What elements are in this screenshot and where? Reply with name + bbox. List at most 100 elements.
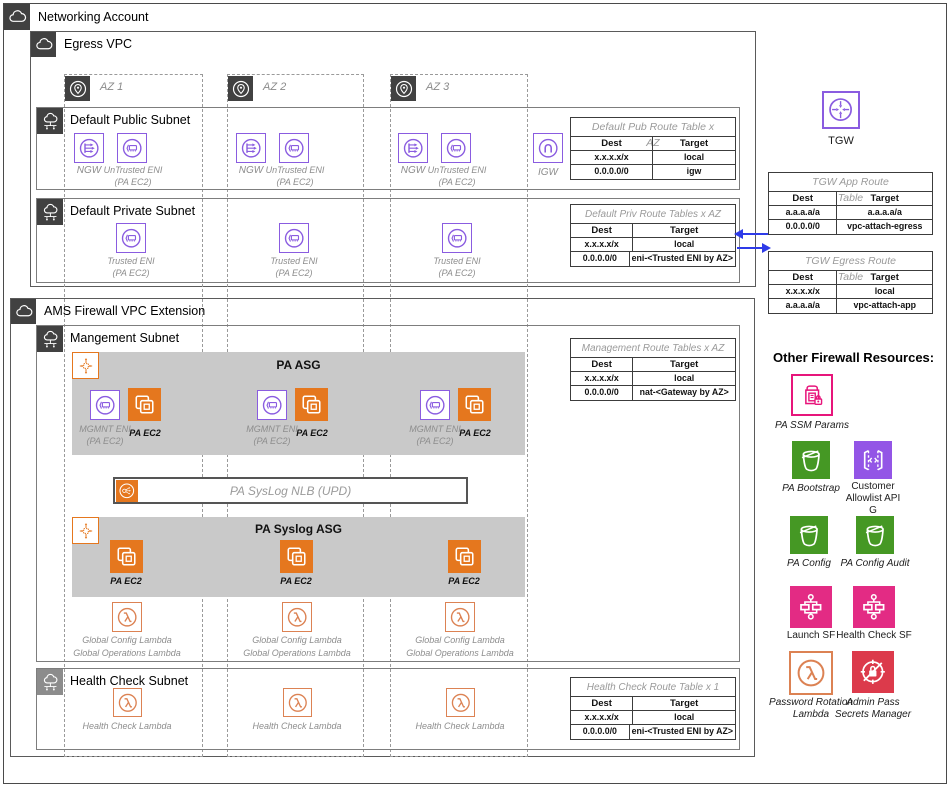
rt-cell-dest: x.x.x.x/x [571, 238, 634, 251]
eni-icon [94, 394, 116, 416]
auto-scaling-group-icon [72, 352, 99, 379]
rt-cell-dest: 0.0.0.0/0 [571, 165, 653, 179]
pa-config-label: PA Config [787, 558, 831, 569]
pa-bootstrap-icon [792, 441, 830, 479]
health-check-lambda-icon [283, 688, 312, 717]
rt-header-target: Target [669, 698, 699, 709]
ngw-label: NGW [76, 165, 102, 176]
ec2-instance-icon [461, 391, 487, 417]
mgmnt-eni-sublabel: (PA EC2) [253, 436, 291, 446]
route-table-title-wrap: Table [837, 192, 864, 204]
rt-header-target: Target [870, 193, 899, 204]
rt-header-dest: Dest [571, 224, 634, 237]
rt-cell-target: a.a.a.a/a [867, 207, 902, 217]
secrets-manager-icon [856, 655, 890, 689]
rt-header-target: Target [679, 138, 709, 149]
route-table-title: Management Route Tables x AZ [571, 339, 735, 358]
route-table-row: 0.0.0.0/0 nat-<Gateway by AZ> [571, 386, 735, 400]
lambda-icon [117, 692, 139, 714]
pa-ec2-label: PA EC2 [448, 576, 480, 586]
route-table-row: x.x.x.x/x local [571, 238, 735, 252]
rt-cell-target: local [674, 239, 695, 249]
lambda-icon [116, 606, 138, 628]
ec2-instance-icon [298, 391, 324, 417]
nat-gateway-icon [236, 133, 266, 163]
route-table-row: a.a.a.a/a vpc-attach-app [769, 299, 932, 313]
route-table-title: Health Check Route Table x 1 [571, 678, 735, 697]
management-subnet-icon [37, 326, 63, 352]
transit-gateway-icon [822, 91, 860, 129]
rt-cell-dest: x.x.x.x/x [571, 711, 634, 724]
pa-config-audit-label: PA Config Audit [840, 558, 910, 569]
s3-bucket-icon [794, 520, 824, 550]
eni-icon [445, 137, 467, 159]
eni-icon [121, 137, 143, 159]
eni-icon [261, 394, 283, 416]
location-pin-icon [68, 79, 88, 99]
health-check-sf-icon [853, 586, 895, 628]
route-table-header: Dest Target [571, 137, 735, 151]
management-route-table: Management Route Tables x AZ Dest Target… [570, 338, 736, 401]
untrusted-eni-label: UnTrusted ENI [427, 165, 487, 175]
auto-scaling-icon [76, 521, 96, 541]
rt-cell-target: eni-<Trusted ENI by AZ> [631, 726, 733, 736]
api-gateway-icon [858, 445, 888, 475]
ec2-instance-icon [113, 543, 139, 569]
rt-header-target: Target [669, 225, 699, 236]
rt-header-dest: Dest [769, 192, 838, 205]
pa-ec2-icon [280, 540, 313, 573]
management-subnet-title: Mangement Subnet [70, 331, 180, 345]
tgw-arrow-to-priv-head [734, 229, 743, 239]
auto-scaling-group-icon [72, 517, 99, 544]
global-config-lambda-icon [282, 602, 312, 632]
health-check-lambda-label: Health Check Lambda [415, 721, 505, 731]
auto-scaling-icon [76, 356, 96, 376]
route-table-header: Dest Target [571, 224, 735, 238]
health-check-subnet-icon [37, 669, 63, 695]
egress-vpc-title: Egress VPC [64, 37, 133, 51]
rt-cell-dest: x.x.x.x/x [571, 372, 634, 385]
default-priv-route-table: Default Priv Route Tables x AZ Dest Targ… [570, 204, 736, 267]
cloud-icon [7, 7, 28, 28]
step-functions-icon [857, 590, 891, 624]
eni-icon [424, 394, 446, 416]
tgw-app-route-table: TGW App Route Table Dest Target a.a.a.a/… [768, 172, 933, 235]
rt-cell-target: local [683, 152, 705, 162]
ngw-label: NGW [238, 165, 264, 176]
route-table-title-wrap: Table [837, 271, 864, 283]
trusted-eni-icon [116, 223, 146, 253]
global-operations-lambda-label: Global Operations Lambda [243, 648, 351, 658]
subnet-icon [40, 202, 61, 223]
route-table-header: Dest Target [769, 271, 932, 285]
lambda-icon [287, 692, 309, 714]
route-table-row: x.x.x.x/x local [571, 711, 735, 725]
network-load-balancer-icon [116, 480, 138, 502]
rt-header-dest: Dest [571, 358, 634, 371]
rt-header-target: Target [669, 359, 699, 370]
health-check-lambda-label: Health Check Lambda [252, 721, 342, 731]
health-check-lambda-icon [113, 688, 142, 717]
private-subnet-title: Default Private Subnet [70, 204, 196, 218]
eni-icon [283, 137, 305, 159]
route-table-row: 0.0.0.0/0 eni-<Trusted ENI by AZ> [571, 725, 735, 739]
rt-cell-target: local [674, 712, 695, 722]
untrusted-eni-sublabel: (PA EC2) [276, 177, 314, 187]
mgmnt-eni-label: MGMNT ENI [409, 424, 461, 434]
rt-cell-target: igw [686, 166, 702, 176]
global-config-lambda-label: Global Config Lambda [82, 635, 172, 645]
tgw-label: TGW [828, 135, 854, 147]
route-table-title: TGW Egress Route [769, 252, 932, 271]
rt-cell-target: local [674, 373, 695, 383]
rt-header-dest: Dest [571, 137, 653, 150]
default-pub-route-table: Default Pub Route Table x AZ Dest Target… [570, 117, 736, 180]
pa-syslog-nlb-bar: PA SysLog NLB (UPD) [113, 477, 468, 504]
other-firewall-resources-title: Other Firewall Resources: [773, 350, 935, 365]
ssm-parameter-store-icon [797, 380, 827, 410]
health-check-lambda-icon [446, 688, 475, 717]
pa-ssm-params-icon [791, 374, 833, 416]
pa-ec2-icon [128, 388, 161, 421]
transit-gateway-icon [827, 96, 854, 123]
egress-vpc-box [30, 31, 756, 287]
eni-icon [446, 227, 468, 249]
priv-arrow-to-tgw-head [762, 243, 771, 253]
